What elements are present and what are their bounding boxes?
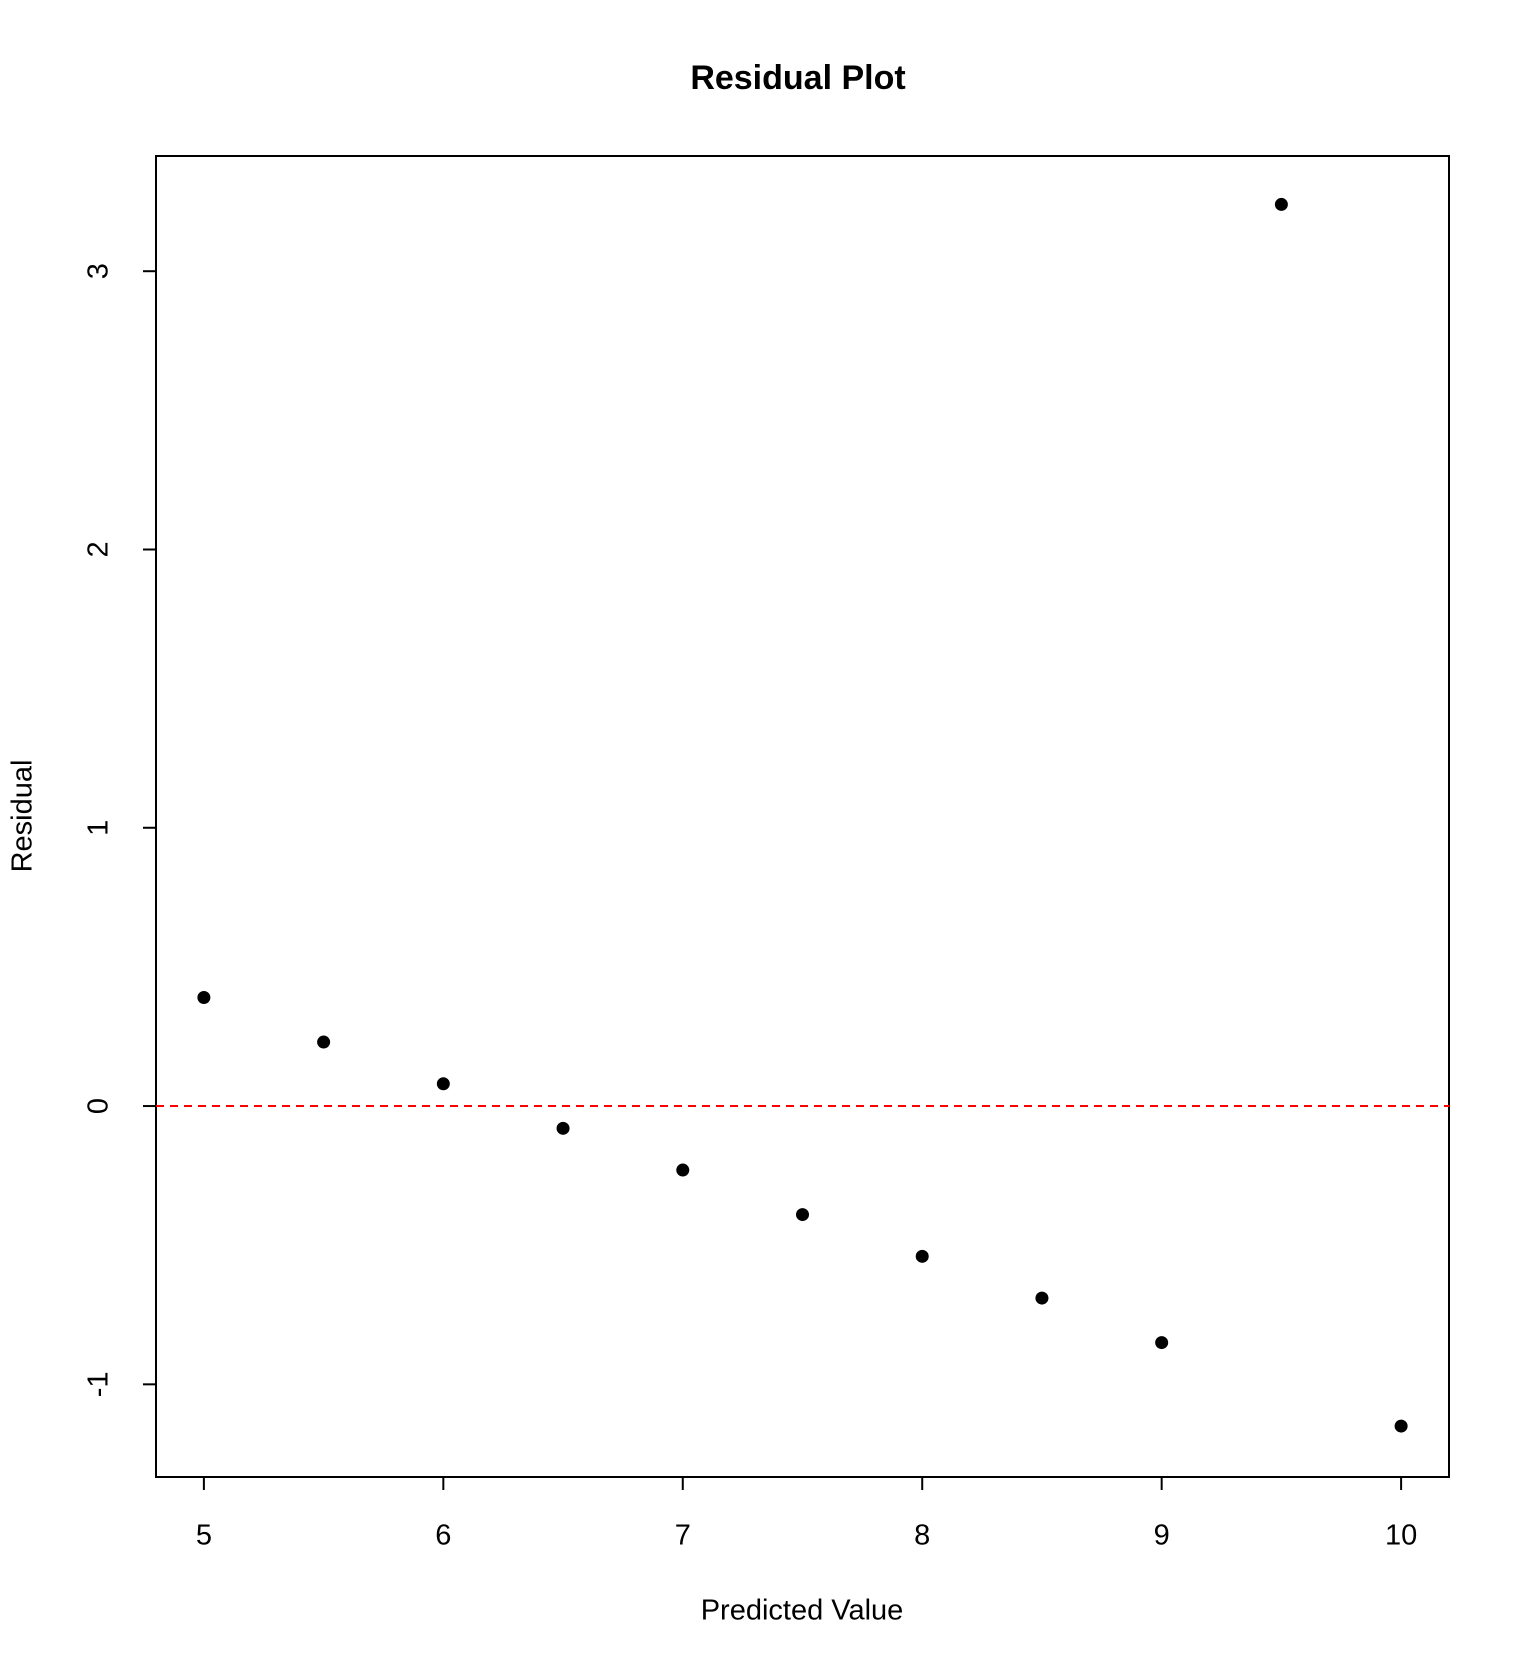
x-tick-label: 5 — [196, 1520, 212, 1552]
y-tick-label: 3 — [83, 263, 115, 279]
x-tick-label: 6 — [435, 1520, 451, 1552]
y-tick-label: -1 — [83, 1371, 115, 1397]
point — [796, 1208, 809, 1222]
x-tick-label: 9 — [1154, 1520, 1170, 1552]
point — [556, 1121, 570, 1135]
x-tick-label: 10 — [1385, 1520, 1417, 1552]
point — [436, 1077, 450, 1091]
y-tick-label: 0 — [83, 1098, 115, 1114]
point — [1035, 1291, 1049, 1305]
point — [676, 1163, 690, 1177]
x-tick-label: 8 — [914, 1520, 930, 1552]
point — [1274, 197, 1288, 211]
point — [915, 1249, 929, 1263]
x-tick-label: 7 — [675, 1520, 691, 1552]
point — [317, 1035, 331, 1049]
plot-frame — [155, 155, 1450, 1478]
x-axis-label: Predicted Value — [701, 1595, 904, 1627]
y-axis-label: Residual — [7, 760, 39, 873]
point — [1394, 1419, 1408, 1433]
point — [1155, 1336, 1169, 1350]
point — [197, 991, 211, 1005]
y-tick-label: 2 — [83, 541, 115, 557]
y-tick-label: 1 — [83, 820, 115, 836]
chart-title: Residual Plot — [690, 59, 905, 97]
